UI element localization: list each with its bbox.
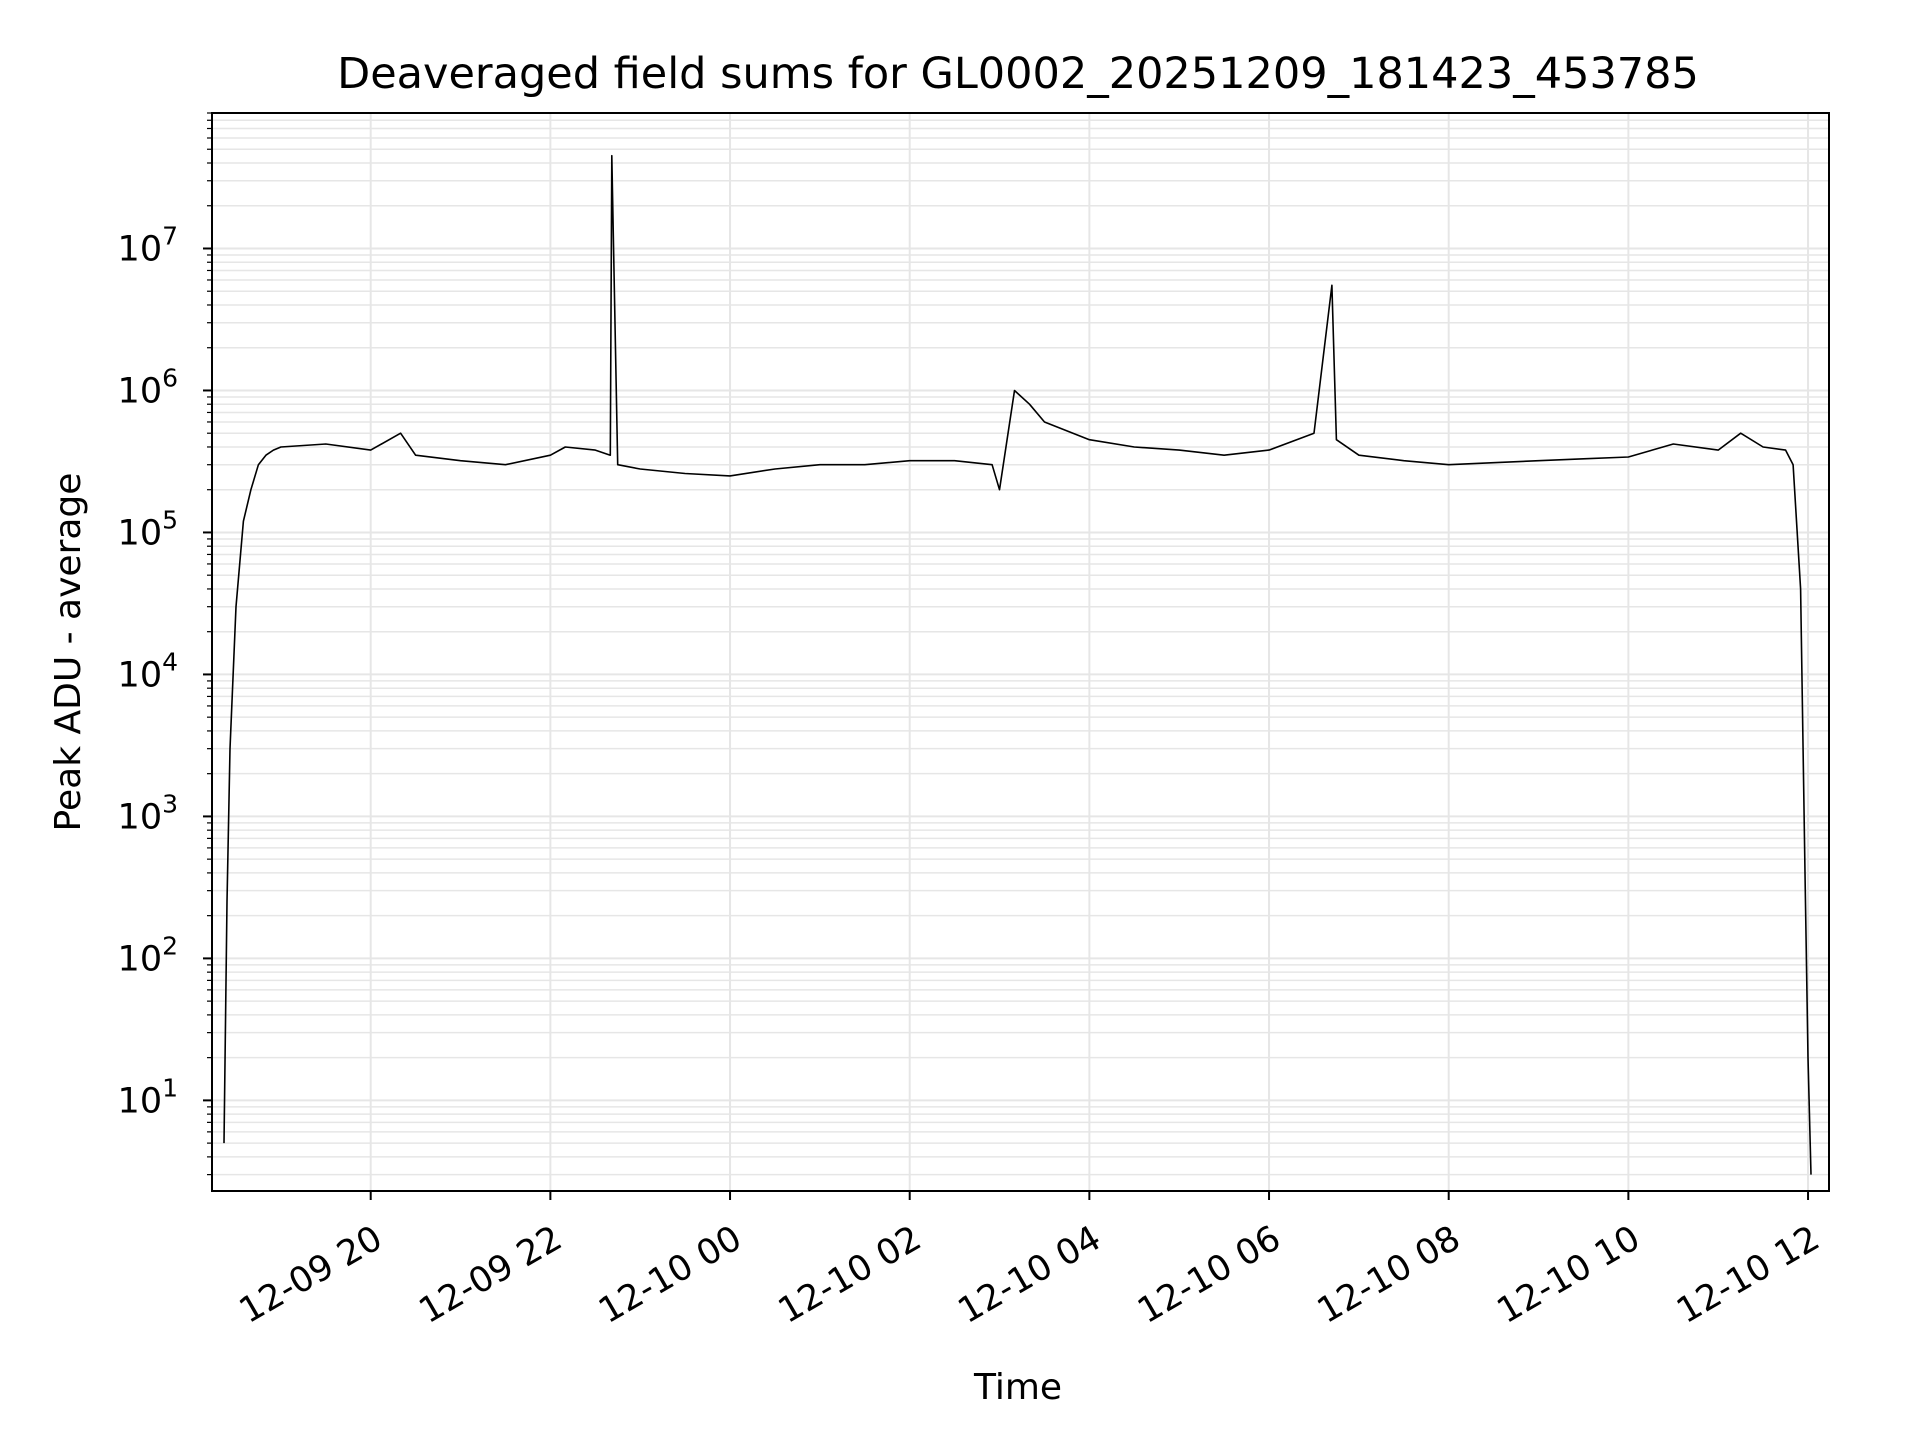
series-layer xyxy=(223,154,1812,1175)
y-axis-label: Peak ADU - average xyxy=(48,473,89,832)
series-line xyxy=(223,154,1812,1175)
y-tick-label-exponent: 5 xyxy=(162,505,178,534)
y-tick-label-exponent: 7 xyxy=(162,221,178,250)
y-tick-label: 105 xyxy=(118,505,178,553)
y-tick-label-exponent: 6 xyxy=(162,363,178,392)
x-axis-label: Time xyxy=(973,1367,1062,1408)
y-tick-label: 103 xyxy=(118,789,178,837)
plot-area-frame xyxy=(211,112,1830,1192)
y-tick-label-base: 10 xyxy=(118,939,163,979)
y-tick-label-exponent: 4 xyxy=(162,647,178,676)
y-tick-label-base: 10 xyxy=(118,371,163,411)
y-tick-label-base: 10 xyxy=(118,797,163,837)
y-tick-label-exponent: 2 xyxy=(162,931,178,960)
y-tick-label-base: 10 xyxy=(118,655,163,695)
chart-title: Deaveraged field sums for GL0002_2025120… xyxy=(337,49,1699,99)
y-tick-label-exponent: 1 xyxy=(162,1073,178,1102)
y-tick-label: 107 xyxy=(118,221,178,269)
y-tick-label-base: 10 xyxy=(118,513,163,553)
y-tick-label: 106 xyxy=(118,363,178,411)
y-tick-label: 104 xyxy=(118,647,178,695)
y-tick-label: 101 xyxy=(118,1073,178,1121)
grid xyxy=(212,112,1829,1191)
y-tick-label-base: 10 xyxy=(118,229,163,269)
y-tick-label: 102 xyxy=(118,931,178,979)
y-tick-label-base: 10 xyxy=(118,1081,163,1121)
y-tick-label-exponent: 3 xyxy=(162,789,178,818)
